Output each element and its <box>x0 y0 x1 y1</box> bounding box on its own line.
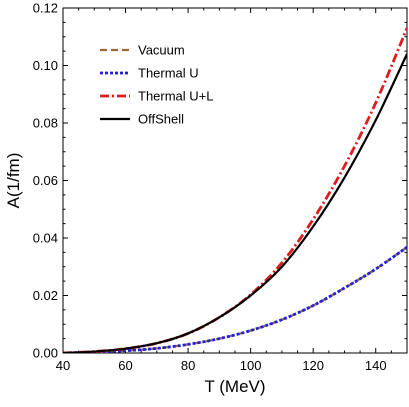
x-tick-label: 60 <box>118 358 132 373</box>
legend-label-thermal-u-l: Thermal U+L <box>138 89 214 104</box>
y-tick-label: 0.04 <box>33 231 58 246</box>
plot-border <box>62 7 408 354</box>
legend-label-thermal-u: Thermal U <box>138 66 199 81</box>
x-tick-label: 100 <box>240 358 262 373</box>
axis-ticks: 40 60 80 100 120 140 0.00 0.02 0.04 0.06 0.08 0.10 0… <box>33 1 408 373</box>
y-axis-label: A(1/fm) <box>4 153 23 209</box>
y-tick-label: 0.08 <box>33 116 58 131</box>
x-tick-label: 80 <box>181 358 195 373</box>
x-tick-label: 40 <box>56 358 70 373</box>
plot-frame <box>62 7 408 354</box>
series-line-offshell <box>63 53 407 353</box>
y-tick-label: 0.06 <box>33 173 58 188</box>
y-tick-label: 0.02 <box>33 288 58 303</box>
series-line-vacuum <box>63 246 407 353</box>
y-tick-label: 0.12 <box>33 1 58 16</box>
series-lines <box>63 27 407 353</box>
y-tick-label: 0.10 <box>33 58 58 73</box>
legend-label-vacuum: Vacuum <box>138 43 185 58</box>
x-axis-label: T (MeV) <box>204 377 265 396</box>
series-line-thermal-u-l <box>63 27 407 353</box>
x-tick-label: 140 <box>365 358 387 373</box>
legend-label-offshell: OffShell <box>138 112 184 127</box>
y-tick-label: 0.00 <box>33 346 58 361</box>
x-tick-label: 120 <box>302 358 324 373</box>
series-line-thermal-u <box>63 246 407 353</box>
legend: Vacuum Thermal U Thermal U+L OffShell <box>100 43 214 127</box>
